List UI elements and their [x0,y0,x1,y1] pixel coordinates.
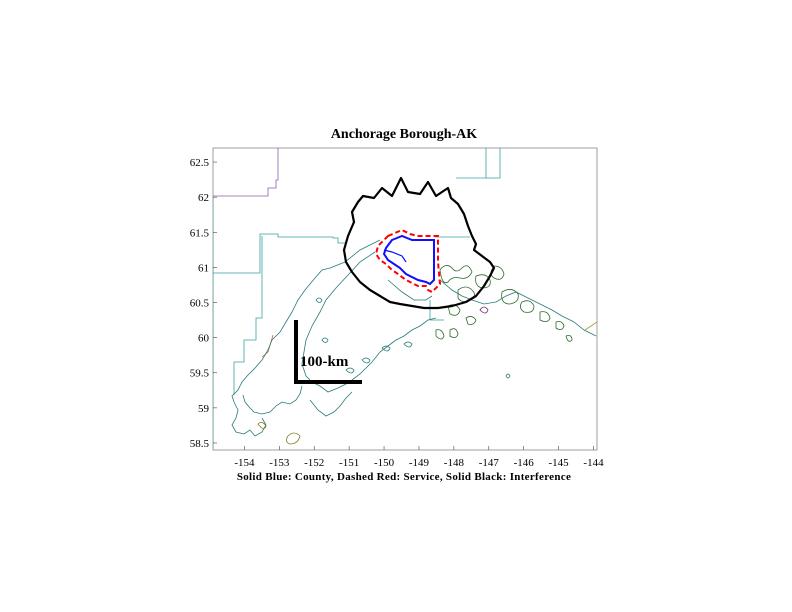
y-tick-label: 61.5 [190,227,210,239]
coastline [231,239,597,437]
service-contour [374,228,442,294]
y-tick-label: 60 [198,333,210,345]
y-tick-label: 58.5 [190,438,210,450]
map-title: Anchorage Borough-AK [331,127,477,142]
y-axis: 62.5 62 61.5 61 60.5 60 59.5 59 58.5 [190,157,217,450]
x-tick-label: -154 [234,457,255,469]
x-tick-label: -149 [409,457,430,469]
y-tick-label: 60.5 [190,298,210,310]
scale-bar: 100-km [294,320,362,384]
y-tick-label: 59 [198,403,210,415]
map-caption: Solid Blue: County, Dashed Red: Service,… [237,471,571,483]
y-tick-label: 62.5 [190,157,210,169]
county-boundary [382,234,435,286]
interference-contour [342,176,496,310]
x-tick-label: -150 [374,457,395,469]
y-tick-label: 59.5 [190,368,210,380]
x-tick-label: -145 [549,457,570,469]
x-tick-label: -151 [339,457,359,469]
map-frame [212,147,598,451]
x-tick-label: -152 [304,457,324,469]
x-tick-label: -146 [514,457,535,469]
y-tick-label: 62 [198,192,209,204]
x-tick-label: -144 [583,457,604,469]
x-tick-label: -153 [269,457,290,469]
y-tick-label: 61 [198,262,209,274]
x-tick-label: -148 [444,457,465,469]
scale-bar-label: 100-km [300,354,349,370]
borough-boundaries [213,148,597,448]
x-tick-label: -147 [479,457,500,469]
x-axis: -154 -153 -152 -151 -150 -149 -148 -147 -146 -145… [234,446,604,469]
county-inner-line [383,249,407,263]
